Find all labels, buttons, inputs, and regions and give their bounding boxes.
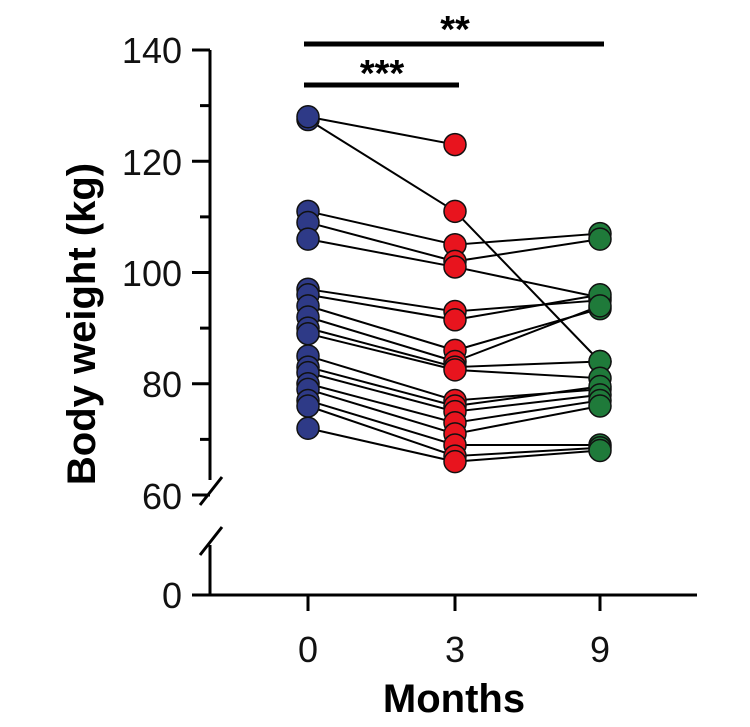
- axis-break-upper-mark: [198, 476, 224, 506]
- x-tick-label-3: 3: [445, 629, 465, 670]
- subject-line: [307, 221, 456, 263]
- subject-line: [307, 304, 456, 352]
- subject-line: [454, 265, 601, 299]
- subject-line: [454, 360, 601, 369]
- subject-line: [307, 332, 456, 371]
- point-month-9: [588, 394, 612, 418]
- subject-line: [454, 388, 601, 402]
- point-month-0: [296, 227, 320, 251]
- subject-line: [454, 399, 601, 424]
- subject-line: [454, 405, 601, 435]
- point-month-3: [443, 358, 467, 382]
- y-tick-label-100: 100: [122, 253, 182, 294]
- point-month-9: [588, 294, 612, 318]
- subject-line: [307, 115, 456, 146]
- y-axis-title: Body weight (kg): [60, 163, 104, 485]
- y-tick-label-60: 60: [142, 476, 182, 517]
- subject-line: [454, 385, 601, 407]
- point-month-0: [296, 394, 320, 418]
- axis-break-lower-mark: [198, 526, 224, 556]
- subject-line: [454, 304, 601, 363]
- point-month-3: [443, 255, 467, 279]
- subject-line: [307, 316, 456, 363]
- point-month-3: [443, 132, 467, 157]
- subject-line: [307, 366, 456, 407]
- subject-line: [307, 238, 456, 268]
- subject-line: [307, 288, 456, 313]
- subject-line: [307, 399, 456, 446]
- point-month-3: [443, 199, 467, 224]
- subject-line: [307, 405, 456, 458]
- subject-line: [307, 118, 456, 213]
- subject-line: [307, 427, 456, 463]
- x-axis-title: Months: [383, 677, 525, 721]
- point-month-0: [296, 105, 320, 129]
- subject-line: [307, 354, 456, 402]
- subject-line: [307, 293, 456, 321]
- subject-line: [307, 210, 456, 246]
- subject-line: [307, 327, 456, 369]
- point-month-0: [296, 416, 320, 440]
- point-month-3: [443, 449, 467, 474]
- y-tick-label-0: 0: [162, 575, 182, 616]
- subject-line: [307, 371, 456, 413]
- point-month-3: [443, 308, 467, 332]
- subject-line: [454, 210, 601, 363]
- subject-lines: [307, 115, 601, 463]
- x-tick-label-0: 0: [298, 629, 318, 670]
- subject-line: [454, 238, 601, 263]
- subject-line: [454, 232, 601, 246]
- subject-line: [454, 449, 601, 463]
- point-month-9: [588, 227, 612, 251]
- point-month-9: [588, 438, 612, 463]
- data-points: [296, 105, 612, 474]
- tick-marks: [192, 48, 602, 611]
- subject-line: [454, 393, 601, 413]
- subject-line: [307, 382, 456, 424]
- significance-label-0-3: ***: [360, 53, 405, 95]
- subject-line: [454, 293, 601, 321]
- subject-line: [307, 388, 456, 435]
- significance-bars: [304, 41, 604, 88]
- subject-line: [454, 299, 601, 313]
- y-tick-label-120: 120: [122, 142, 182, 183]
- subject-line: [454, 368, 601, 380]
- point-month-0: [296, 321, 320, 346]
- y-tick-label-80: 80: [142, 364, 182, 405]
- subject-line: [454, 446, 601, 458]
- y-tick-label-140: 140: [122, 30, 182, 71]
- x-tick-label-9: 9: [590, 629, 610, 670]
